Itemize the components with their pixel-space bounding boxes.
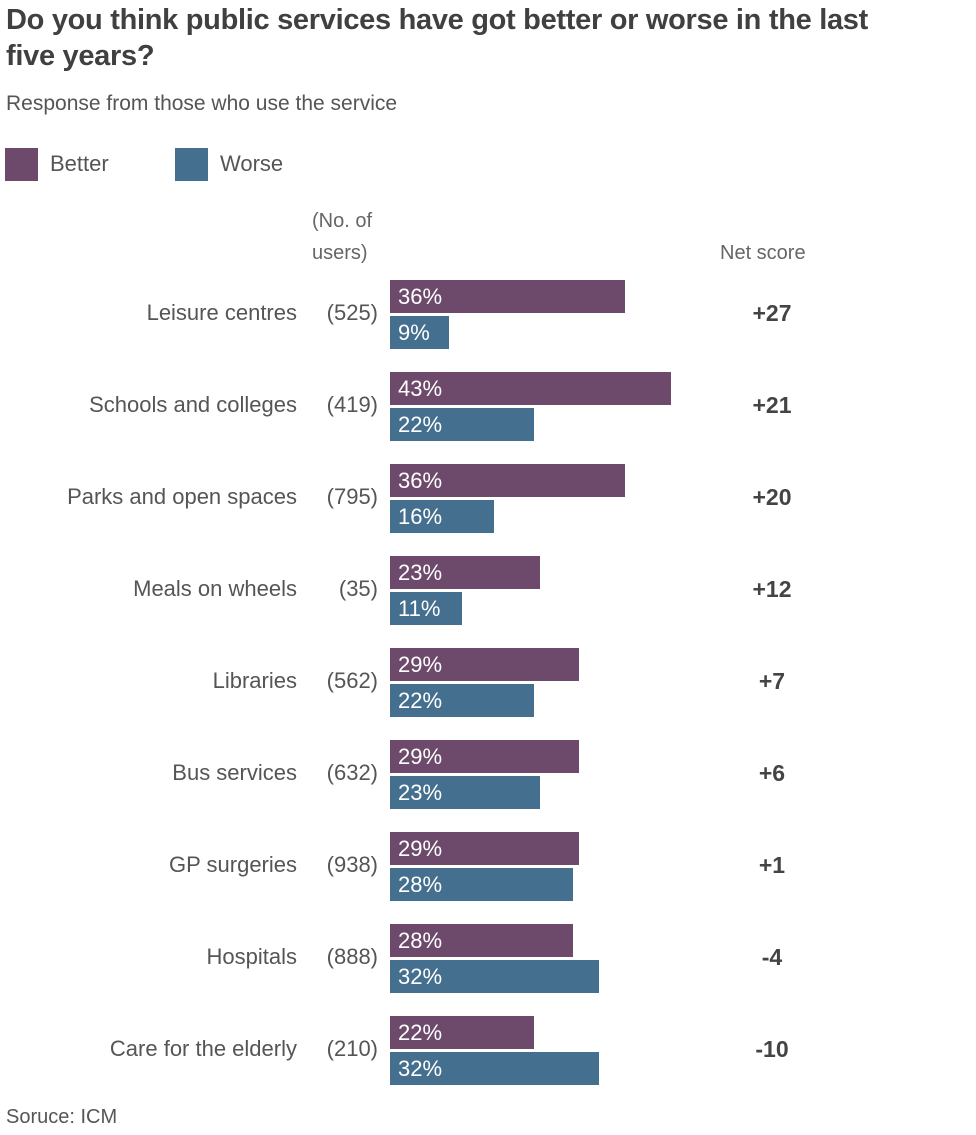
legend-label-worse: Worse [220,151,284,176]
source-note: Soruce: ICM [6,1106,118,1128]
net-score: +27 [752,300,792,326]
users-header-line: (No. of [312,210,373,232]
net-score: +21 [752,392,792,418]
legend-swatch-better [5,148,38,181]
user-count: (938) [326,852,378,877]
bar-label-worse: 16% [398,504,443,529]
bar-label-worse: 9% [398,320,430,345]
user-count: (525) [326,300,378,325]
category-label: Bus services [172,760,297,785]
bar-label-better: 28% [398,928,443,953]
bar-better [390,372,671,405]
bar-label-better: 29% [398,744,443,769]
bar-worse [390,960,599,993]
bar-worse [390,592,462,625]
chart-subtitle: Response from those who use the service [6,92,398,115]
users-header-line: users) [312,242,368,264]
bar-better [390,280,626,313]
bar-worse [390,500,495,533]
bar-better [390,556,541,589]
bar-label-better: 36% [398,468,443,493]
bar-label-worse: 28% [398,872,443,897]
net-score-header: Net score [720,242,806,264]
net-score: -4 [761,944,783,970]
bar-label-better: 29% [398,836,443,861]
bar-worse [390,684,534,717]
bar-better [390,832,580,865]
bar-label-worse: 11% [398,596,441,621]
legend-swatch-worse [175,148,208,181]
bar-label-better: 29% [398,652,443,677]
bar-label-better: 22% [398,1020,443,1045]
user-count: (795) [326,484,378,509]
bar-label-better: 23% [398,560,443,585]
category-label: Leisure centres [146,300,297,325]
user-count: (210) [326,1036,378,1061]
net-score: +7 [758,668,786,694]
bar-label-worse: 32% [398,964,443,989]
bar-label-worse: 23% [398,780,443,805]
bar-label-better: 36% [398,284,443,309]
bar-label-worse: 22% [398,688,443,713]
chart-title: Do you think public services have got be… [6,4,868,72]
bar-better [390,1016,534,1049]
category-label: Meals on wheels [133,576,297,601]
user-count: (419) [326,392,378,417]
category-label: Care for the elderly [109,1036,297,1061]
users-header: (No. of users) [312,205,372,269]
bar-label-worse: 32% [398,1056,443,1081]
user-count: (562) [326,668,378,693]
bar-better [390,464,626,497]
net-score: -10 [755,1036,789,1062]
bar-worse [390,776,541,809]
user-count: (35) [338,576,378,601]
net-score: +20 [752,484,792,510]
bar-better [390,924,573,957]
bar-worse [390,408,534,441]
category-label: GP surgeries [169,852,297,877]
net-score: +1 [758,852,786,878]
category-label: Schools and colleges [89,392,297,417]
category-label: Libraries [212,668,297,693]
bar-better [390,648,580,681]
bar-worse [390,868,573,901]
category-label: Hospitals [206,944,297,969]
bar-worse [390,1052,599,1085]
category-label: Parks and open spaces [67,484,297,509]
net-score: +6 [758,760,786,786]
user-count: (632) [326,760,378,785]
bar-label-worse: 22% [398,412,443,437]
legend-label-better: Better [50,151,109,176]
bar-label-better: 43% [398,376,443,401]
net-score: +12 [752,576,792,602]
bar-better [390,740,580,773]
user-count: (888) [326,944,378,969]
bar-worse [390,316,449,349]
